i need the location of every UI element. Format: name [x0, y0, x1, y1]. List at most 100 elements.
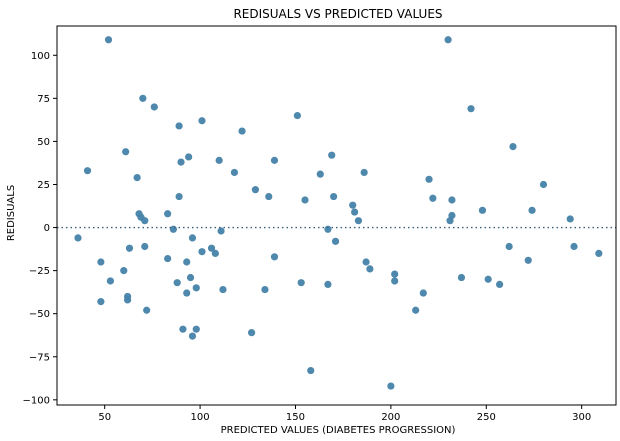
- data-point: [478, 206, 487, 214]
- data-point: [570, 242, 578, 251]
- data-point: [83, 167, 92, 175]
- data-point: [219, 285, 227, 294]
- data-point: [198, 117, 206, 125]
- data-point: [177, 158, 185, 166]
- data-point: [351, 208, 359, 216]
- data-point: [429, 194, 437, 202]
- data-point: [425, 175, 433, 183]
- data-point: [104, 36, 113, 44]
- data-point: [419, 289, 427, 297]
- data-point: [360, 168, 368, 177]
- data-point: [524, 256, 532, 264]
- data-point: [496, 280, 504, 289]
- data-point: [457, 273, 466, 282]
- data-point: [448, 211, 456, 220]
- data-point: [539, 180, 548, 189]
- y-tick-label: −75: [29, 352, 50, 363]
- data-point: [175, 122, 183, 130]
- data-point: [595, 249, 603, 257]
- data-point: [217, 227, 225, 235]
- data-point: [265, 192, 273, 201]
- data-point: [198, 248, 206, 256]
- data-point: [505, 242, 513, 251]
- x-tick-label: 150: [286, 412, 305, 423]
- data-point: [150, 103, 158, 111]
- data-point: [248, 329, 256, 337]
- data-point: [448, 196, 456, 204]
- data-point: [188, 332, 197, 340]
- data-point: [122, 148, 130, 156]
- y-tick-label: 100: [31, 51, 50, 62]
- data-point: [293, 111, 301, 120]
- data-point: [270, 156, 279, 164]
- points-layer: [74, 36, 603, 390]
- data-point: [207, 244, 216, 252]
- data-point: [324, 225, 332, 233]
- data-point: [120, 267, 128, 275]
- data-point: [183, 289, 191, 297]
- data-point: [133, 174, 141, 182]
- data-point: [185, 153, 193, 161]
- data-point: [391, 270, 399, 278]
- data-point: [106, 277, 115, 285]
- y-tick-label: 0: [44, 223, 50, 234]
- data-point: [215, 156, 223, 164]
- data-point: [330, 192, 338, 201]
- y-axis-ticks: −100 −75 −50 −25 0 25 50 75 100: [23, 51, 57, 406]
- data-point: [230, 168, 239, 177]
- data-point: [97, 258, 105, 266]
- x-tick-label: 100: [191, 412, 210, 423]
- x-tick-label: 300: [572, 412, 591, 423]
- data-point: [366, 265, 374, 273]
- y-tick-label: −25: [29, 266, 50, 277]
- data-point: [391, 277, 399, 285]
- chart-title: REDISUALS VS PREDICTED VALUES: [233, 7, 442, 21]
- data-point: [270, 253, 279, 261]
- data-point: [528, 206, 536, 214]
- data-point: [175, 192, 183, 201]
- data-point: [387, 382, 395, 390]
- data-point: [125, 244, 134, 252]
- data-point: [143, 306, 151, 314]
- data-point: [123, 296, 132, 304]
- data-point: [211, 249, 219, 257]
- data-point: [261, 285, 269, 294]
- data-point: [324, 280, 332, 289]
- data-point: [141, 217, 149, 225]
- data-point: [141, 242, 149, 251]
- data-point: [192, 284, 200, 292]
- data-point: [509, 142, 517, 151]
- data-point: [566, 215, 574, 223]
- x-tick-label: 50: [98, 412, 111, 423]
- data-point: [74, 234, 82, 242]
- data-point: [164, 210, 172, 218]
- y-axis-label: REDISUALS: [6, 185, 17, 241]
- data-point: [188, 234, 197, 242]
- y-tick-label: 25: [37, 180, 50, 191]
- data-point: [251, 186, 260, 194]
- data-point: [164, 254, 172, 263]
- data-point: [297, 279, 305, 287]
- y-tick-label: 75: [37, 94, 50, 105]
- data-point: [192, 325, 200, 333]
- data-point: [307, 366, 315, 375]
- x-axis-ticks: 50 100 150 200 250 300: [98, 405, 591, 423]
- y-tick-label: −50: [29, 309, 50, 320]
- data-point: [183, 258, 191, 266]
- y-tick-label: −100: [23, 395, 50, 406]
- data-point: [169, 225, 177, 233]
- data-point: [173, 279, 181, 287]
- data-point: [328, 151, 336, 159]
- data-point: [331, 237, 340, 245]
- data-point: [97, 298, 105, 306]
- data-point: [316, 170, 324, 178]
- data-point: [301, 196, 309, 204]
- x-axis-label: PREDICTED VALUES (DIABETES PROGRESSION): [221, 425, 456, 436]
- data-point: [186, 273, 195, 282]
- x-tick-label: 200: [381, 412, 400, 423]
- data-point: [179, 325, 187, 333]
- data-point: [412, 306, 420, 314]
- data-point: [139, 94, 147, 102]
